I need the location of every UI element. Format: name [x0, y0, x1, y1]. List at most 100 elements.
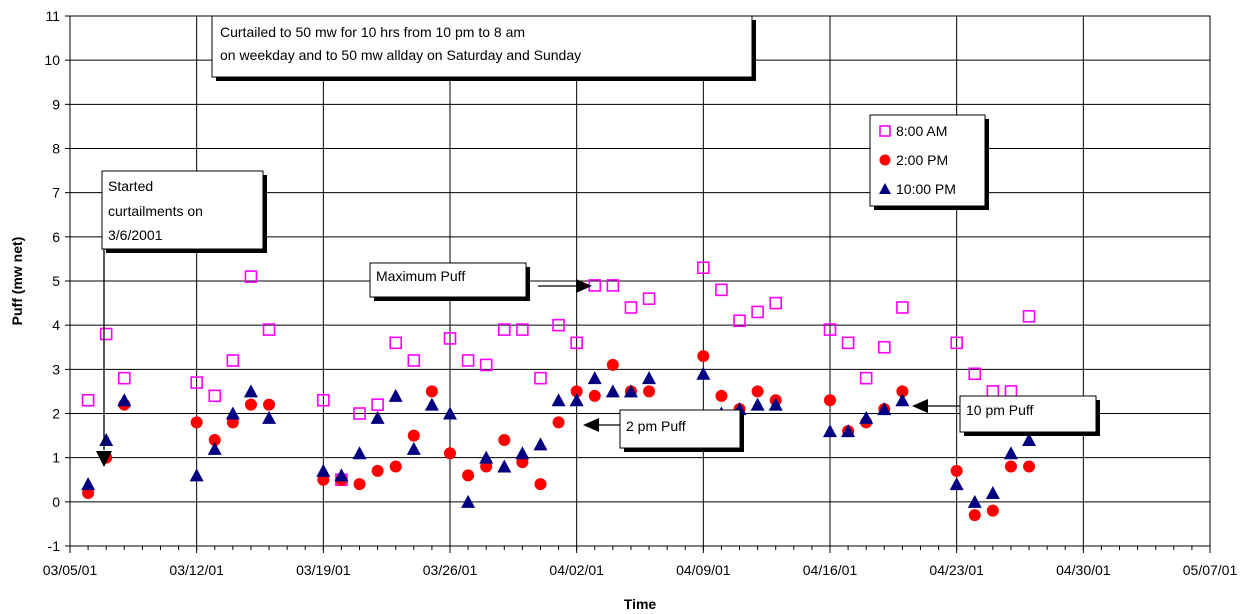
curtailment-note: Curtailed to 50 mw for 10 hrs from 10 pm… [211, 15, 756, 81]
data-point-8am [353, 407, 366, 420]
data-point-10pm [497, 459, 512, 473]
series-1 [81, 261, 1036, 487]
data-point-10pm [352, 446, 367, 460]
data-point-10pm [587, 371, 602, 385]
data-point-8am [841, 336, 855, 350]
data-point-2pm [715, 389, 728, 402]
legend-item-10pm: 10:00 PM [879, 181, 956, 197]
x-tick-label: 03/05/01 [43, 562, 98, 578]
legend-item-8am: 8:00 AM [879, 123, 947, 139]
grid [70, 15, 1210, 547]
data-point-10pm [334, 468, 349, 482]
data-point-10pm [207, 441, 222, 455]
data-point-2pm [643, 385, 656, 398]
data-point-10pm [316, 463, 331, 477]
data-point-2pm [208, 434, 221, 446]
started-curtailments-note: Started curtailments on 3/6/2001 [96, 170, 267, 467]
x-tick-label: 03/19/01 [296, 562, 351, 578]
data-point-8am [751, 305, 764, 319]
data-point-2pm [950, 464, 963, 477]
x-tick-label: 04/23/01 [929, 562, 984, 578]
data-point-8am [552, 318, 565, 332]
maximum-puff-shadow [374, 297, 530, 301]
x-tick-label: 05/07/01 [1183, 562, 1238, 578]
data-point-2pm [425, 385, 438, 398]
y-tick-label: 0 [52, 494, 60, 510]
data-point-10pm [461, 494, 476, 508]
x-tick-label: 03/12/01 [169, 562, 224, 578]
ten-pm-puff-note: 10 pm Puff [912, 395, 1100, 436]
ten-pm-puff-shadow [1096, 400, 1100, 436]
legend-marker-8am [879, 125, 891, 137]
data-point-2pm [371, 464, 384, 477]
data-point-10pm [99, 433, 114, 446]
started-note-box [101, 170, 264, 250]
data-point-10pm [605, 384, 620, 398]
data-point-8am [244, 270, 258, 283]
y-tick-label: 3 [52, 361, 60, 377]
data-point-10pm [370, 410, 385, 424]
x-tick-label: 03/26/01 [423, 562, 478, 578]
data-point-10pm [823, 424, 837, 438]
data-point-2pm [570, 385, 583, 398]
data-point-2pm [444, 447, 456, 460]
legend: 8:00 AM 2:00 PM 10:00 PM [869, 114, 989, 210]
data-point-8am [461, 354, 475, 367]
data-point-2pm [190, 416, 203, 429]
x-tick-label: 04/02/01 [549, 562, 604, 578]
started-note-shadow [106, 249, 267, 253]
data-point-2pm [244, 398, 257, 411]
two-pm-puff-shadow [624, 448, 744, 452]
data-point-10pm [841, 424, 856, 438]
data-point-10pm [225, 406, 240, 420]
data-point-2pm [263, 398, 276, 411]
legend-marker-10pm [879, 183, 891, 194]
data-point-8am [1022, 310, 1036, 323]
data-point-10pm [551, 393, 566, 407]
data-point-10pm [388, 388, 403, 402]
data-point-2pm [606, 358, 619, 371]
data-point-2pm [389, 460, 402, 473]
y-axis-title: Puff (mw net) [9, 237, 25, 326]
y-tick-label: 11 [45, 8, 60, 24]
data-point-2pm [552, 416, 565, 429]
data-point-8am [534, 371, 547, 385]
x-axis-title: Time [624, 596, 657, 612]
series-2 [82, 350, 1036, 522]
y-tick-label: 5 [52, 273, 60, 289]
data-point-10pm [262, 410, 277, 424]
data-point-8am [497, 323, 511, 336]
data-point-8am [697, 261, 710, 275]
data-point-10pm [623, 384, 638, 398]
x-axis-ticks: 03/05/01 03/12/01 03/19/01 03/26/01 04/02/01… [43, 546, 1238, 578]
started-note-line-1: Started [108, 178, 153, 194]
data-point-8am [516, 323, 529, 336]
started-note-shadow [263, 175, 267, 253]
legend-label-8am: 8:00 AM [896, 123, 947, 139]
data-point-8am [371, 398, 384, 411]
data-point-8am [986, 385, 1000, 398]
data-point-10pm [406, 441, 421, 455]
data-point-10pm [949, 477, 964, 491]
data-point-2pm [588, 389, 601, 402]
maximum-puff-box [369, 262, 527, 298]
data-point-8am [443, 332, 457, 345]
legend-label-10pm: 10:00 PM [896, 181, 956, 197]
data-point-8am [769, 296, 783, 310]
data-point-8am [823, 323, 837, 336]
x-tick-label: 04/09/01 [676, 562, 731, 578]
data-point-8am [407, 354, 421, 367]
data-point-2pm [353, 478, 366, 491]
data-point-10pm [117, 393, 132, 407]
legend-item-2pm: 2:00 PM [879, 152, 948, 168]
data-point-10pm [642, 371, 657, 385]
maximum-puff-label: Maximum Puff [376, 268, 465, 284]
legend-shadow [874, 206, 989, 210]
data-point-2pm [968, 509, 981, 522]
legend-label-2pm: 2:00 PM [896, 152, 948, 168]
data-point-8am [588, 279, 602, 292]
data-point-10pm [479, 450, 494, 464]
data-point-8am [877, 340, 891, 354]
ten-pm-puff-arrow-head [912, 399, 928, 413]
data-point-10pm [967, 494, 982, 508]
